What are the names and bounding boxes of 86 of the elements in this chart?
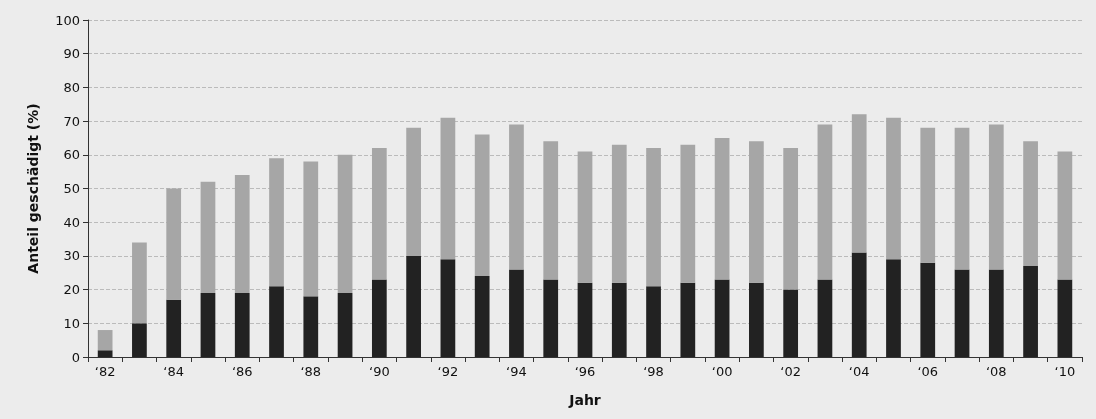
bar [646, 286, 661, 357]
bar [817, 124, 833, 280]
bar [543, 279, 559, 357]
y-tick-label: 80 [63, 79, 80, 95]
bar [749, 141, 764, 283]
bar [611, 282, 627, 357]
bar [851, 252, 867, 357]
bar [200, 181, 216, 293]
bar [509, 269, 524, 357]
y-tick-label: 0 [71, 349, 80, 365]
bar [371, 148, 387, 280]
bar [509, 124, 524, 270]
x-tick-label: ‘88 [300, 364, 322, 379]
bar [406, 255, 421, 357]
x-axis-title: Jahr [568, 392, 601, 408]
bar [646, 148, 661, 287]
bar [1057, 151, 1073, 280]
bar [886, 117, 901, 260]
bar [97, 330, 113, 351]
bar [851, 114, 867, 253]
bar [749, 282, 764, 357]
bar [474, 276, 490, 357]
x-tick-label: ‘00 [711, 364, 733, 379]
y-tick-label: 70 [63, 113, 80, 129]
y-axis-title: Anteil geschädigt (%) [25, 103, 41, 274]
bar [337, 154, 353, 293]
y-tick-label: 40 [63, 214, 80, 230]
bar [611, 144, 627, 283]
x-tick-label: ‘10 [1054, 364, 1076, 379]
x-tick-label: ‘08 [985, 364, 1007, 379]
bar [1023, 141, 1038, 267]
x-tick-label: ‘02 [780, 364, 801, 379]
bar [714, 137, 730, 280]
bar [954, 127, 970, 270]
bar [234, 292, 250, 357]
x-tick-label: ‘92 [437, 364, 459, 379]
bar [577, 282, 593, 357]
bar [920, 262, 936, 357]
bar [543, 141, 559, 280]
bar [166, 299, 182, 357]
bar [406, 127, 421, 256]
y-tick-label: 100 [55, 12, 80, 28]
bar [132, 323, 147, 357]
bar [303, 161, 319, 297]
bar [886, 259, 901, 357]
y-tick-label: 60 [63, 147, 80, 163]
bar [680, 144, 696, 283]
bar [783, 148, 799, 290]
bar [371, 279, 387, 357]
bar [269, 158, 284, 287]
y-tick-label: 10 [63, 315, 80, 331]
bar [988, 269, 1004, 357]
bar [440, 117, 456, 260]
x-tick-label: ‘84 [163, 364, 185, 379]
y-tick-label: 50 [63, 181, 80, 196]
bar [577, 151, 593, 283]
bar [269, 286, 284, 357]
bar [440, 259, 456, 357]
bar [1057, 279, 1073, 357]
bar [714, 279, 730, 357]
bar [132, 242, 147, 324]
x-tick-label: ‘82 [94, 364, 116, 379]
bar [166, 188, 182, 300]
bar [474, 134, 490, 277]
bar [783, 289, 799, 357]
x-tick-label: ‘06 [917, 364, 939, 379]
x-tick-label: ‘96 [574, 364, 596, 379]
bar [817, 279, 833, 357]
x-tick-label: ‘04 [848, 364, 870, 379]
bar [954, 269, 970, 357]
bar [988, 124, 1004, 270]
bar [920, 127, 936, 263]
bar [200, 292, 216, 357]
bar [97, 350, 113, 357]
x-tick-label: ‘86 [231, 364, 253, 379]
y-tick-label: 90 [63, 46, 80, 62]
y-tick-label: 20 [63, 282, 80, 298]
x-tick-label: ‘94 [506, 364, 527, 379]
bar [303, 296, 319, 357]
x-tick-label: ‘90 [369, 364, 390, 379]
bar [680, 282, 696, 357]
bar [234, 175, 250, 293]
bar [337, 292, 353, 357]
x-tick-label: ‘98 [643, 364, 664, 379]
bar [1023, 266, 1038, 357]
y-tick-label: 30 [63, 248, 80, 264]
